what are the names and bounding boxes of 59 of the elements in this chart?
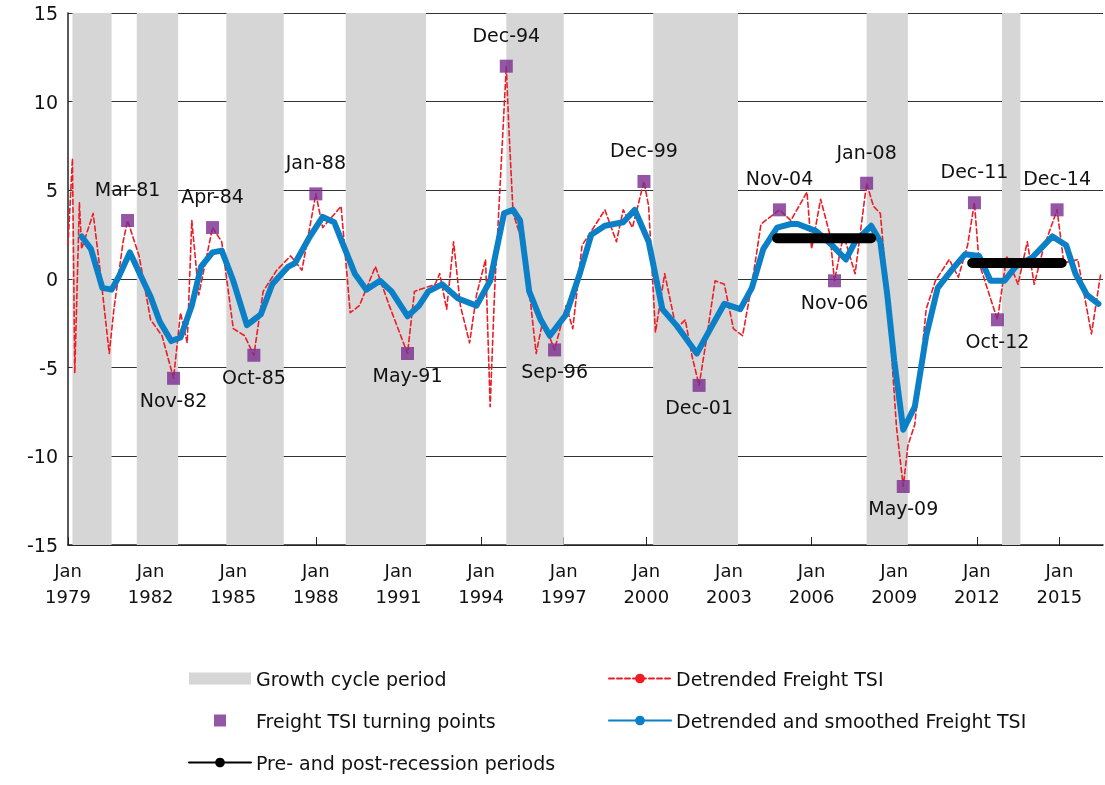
x-tick-label: Jan 2015 (1036, 559, 1083, 607)
annotation: Nov-04 (745, 167, 814, 190)
annotation: Jan-88 (284, 151, 346, 174)
x-tick-label: Jan 1994 (458, 559, 505, 607)
x-tick-label: Jan 2009 (871, 559, 918, 607)
x-tick-label: Jan 2000 (623, 559, 670, 607)
y-tick-label: 10 (33, 90, 58, 113)
annotation: Nov-82 (139, 388, 208, 411)
annotation: Mar-81 (94, 177, 161, 200)
y-tick-label: -5 (39, 356, 58, 379)
point (967, 196, 981, 210)
x-tick-label: Jan 1997 (540, 559, 587, 607)
legend-label: Growth cycle period (256, 667, 447, 690)
annotation: Sep-96 (521, 360, 588, 383)
legend-label: Detrended Freight TSI (676, 667, 884, 690)
x-tick-label: Jan 2012 (953, 559, 1000, 607)
annotation: Dec-11 (940, 160, 1009, 183)
point (772, 203, 786, 217)
y-tick-label: -15 (26, 534, 58, 556)
point (1050, 203, 1064, 217)
x-tick-label: Jan 1991 (375, 559, 422, 607)
point (499, 59, 513, 73)
point (990, 313, 1004, 327)
point (828, 274, 841, 288)
point (548, 343, 562, 357)
point (692, 378, 706, 392)
point (247, 348, 261, 362)
y-tick-label: 15 (33, 2, 58, 24)
annotation: Nov-06 (800, 291, 869, 314)
annotation: May-91 (372, 363, 443, 386)
annotation: Dec-14 (1023, 167, 1091, 190)
point (860, 176, 874, 190)
annotation: Oct-12 (965, 330, 1030, 353)
legend-label: Freight TSI turning points (256, 709, 496, 732)
point (167, 371, 181, 385)
y-tick-label: 0 (45, 268, 58, 290)
x-tick-label: Jan 2003 (706, 559, 752, 607)
legend-label: Pre- and post-recession periods (256, 751, 556, 774)
x-tick-label: Jan 2006 (788, 559, 835, 607)
point (637, 174, 651, 188)
x-tick-label: Jan 1982 (127, 559, 174, 607)
y-tick-label: 5 (45, 179, 58, 202)
annotation: May-09 (868, 496, 939, 519)
point (896, 479, 910, 493)
point (121, 213, 135, 227)
x-tick-label: Jan 1988 (292, 559, 339, 607)
annotation: Jan-08 (835, 140, 897, 163)
x-tick-label: Jan 1979 (45, 559, 91, 607)
point (206, 221, 220, 235)
point (309, 187, 323, 201)
annotation: Apr-84 (181, 185, 244, 208)
y-tick-label: -10 (26, 445, 58, 468)
legend-label: Detrended and smoothed Freight TSI (676, 709, 1027, 732)
point (401, 346, 415, 360)
annotation: Dec-99 (610, 138, 678, 161)
annotation: Oct-85 (221, 365, 286, 388)
annotation: Dec-94 (472, 23, 541, 46)
x-tick-label: Jan 1985 (210, 559, 257, 607)
annotation: Dec-01 (665, 395, 733, 418)
